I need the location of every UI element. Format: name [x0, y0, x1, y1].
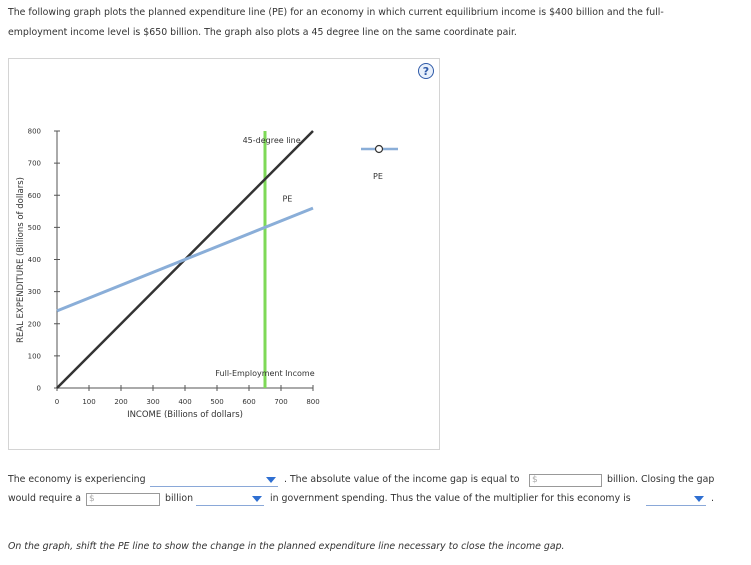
y-tick-label: 200 — [28, 320, 41, 328]
chart-legend[interactable]: PE — [361, 144, 398, 182]
y-tick-label: 800 — [28, 128, 41, 136]
y-axis-title: REAL EXPENDITURE (Billions of dollars) — [16, 177, 26, 343]
spending-direction-dropdown[interactable] — [196, 493, 264, 506]
x-tick-label: 700 — [274, 398, 287, 406]
x-tick-label: 800 — [306, 398, 319, 406]
graph-panel — [8, 58, 440, 450]
chevron-down-icon — [252, 496, 262, 502]
gap-type-dropdown[interactable] — [150, 474, 278, 487]
pe-line-label: PE — [282, 195, 292, 204]
y-tick-label: 400 — [28, 256, 41, 264]
gap-sentence-end: billion. Closing the gap — [607, 474, 715, 485]
chevron-down-icon — [266, 477, 276, 483]
gap-sentence-mid: . The absolute value of the income gap i… — [284, 474, 520, 485]
x-tick-label: 300 — [146, 398, 159, 406]
x-tick-label: 500 — [210, 398, 223, 406]
billion-label: billion — [165, 493, 194, 504]
y-tick-label: 0 — [37, 385, 41, 393]
y-tick-label: 100 — [28, 352, 41, 360]
chart-lines[interactable]: Full-Employment Income 45-degree line PE — [56, 130, 315, 389]
instruction-note: On the graph, shift the PE line to show … — [8, 541, 565, 552]
dollar-prefix: $ — [89, 494, 95, 504]
multiplier-sentence: in government spending. Thus the value o… — [270, 493, 631, 504]
pe-legend-marker[interactable] — [374, 144, 384, 154]
x-tick-label: 0 — [55, 398, 59, 406]
intro-line-2: employment income level is $650 billion.… — [8, 27, 517, 38]
x-tick-label: 400 — [178, 398, 191, 406]
intro-text: The following graph plots the planned ex… — [8, 3, 738, 43]
y-tick-label: 500 — [28, 224, 41, 232]
x-axis-title: INCOME (Billions of dollars) — [127, 410, 243, 420]
y-tick-label: 600 — [28, 192, 41, 200]
multiplier-dropdown[interactable] — [646, 493, 706, 506]
forty-five-degree-label: 45-degree line — [243, 136, 301, 145]
dollar-prefix: $ — [532, 475, 538, 485]
sentence-period: . — [711, 493, 714, 504]
spending-amount-input[interactable]: $ — [86, 493, 160, 506]
full-employment-label: Full-Employment Income — [215, 369, 314, 378]
intro-line-1: The following graph plots the planned ex… — [8, 7, 664, 18]
y-tick-label: 700 — [28, 160, 41, 168]
pe-line[interactable] — [56, 206, 314, 313]
gap-sentence-start: The economy is experiencing — [8, 474, 146, 485]
income-gap-input[interactable]: $ — [529, 474, 602, 487]
help-icon[interactable]: ? — [418, 63, 434, 79]
require-sentence-start: would require a — [8, 493, 81, 504]
x-tick-label: 200 — [114, 398, 127, 406]
y-tick-label: 300 — [28, 288, 41, 296]
pe-legend-label: PE — [373, 172, 383, 181]
x-tick-label: 600 — [242, 398, 255, 406]
x-tick-label: 100 — [82, 398, 95, 406]
chevron-down-icon — [694, 496, 704, 502]
